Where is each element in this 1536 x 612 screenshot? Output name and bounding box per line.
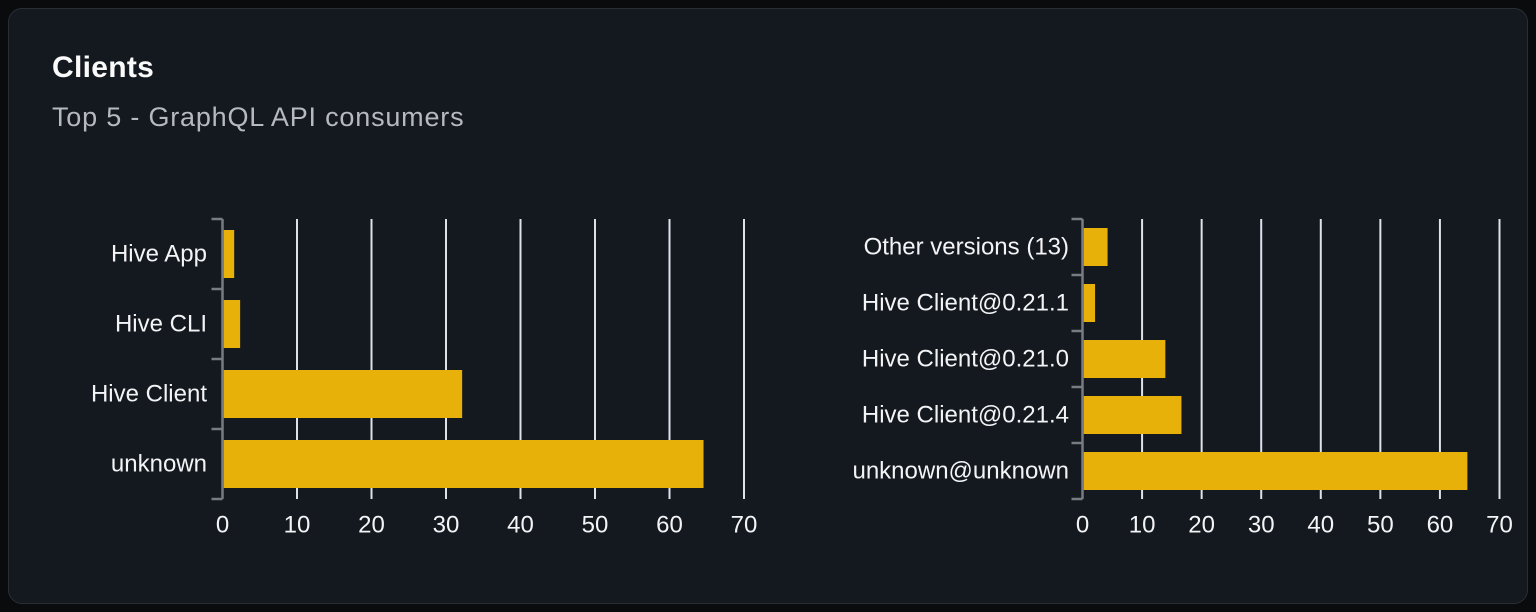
bar-hive-client[interactable]	[223, 370, 463, 418]
x-tick-label-60: 60	[1427, 512, 1454, 539]
card-subtitle: Top 5 - GraphQL API consumers	[52, 102, 465, 132]
x-tick-label-30: 30	[1248, 512, 1275, 539]
category-label-hive-cli: Hive CLI	[115, 311, 207, 338]
category-label-other-versions-13: Other versions (13)	[864, 234, 1069, 261]
x-tick-label-10: 10	[284, 512, 311, 539]
x-tick-label-40: 40	[1307, 512, 1334, 539]
bar-unknown[interactable]	[223, 440, 704, 488]
category-label-unknown-unknown: unknown@unknown	[852, 458, 1069, 485]
clients-by-version-bar-chart: Other versions (13) Hive Client@0.21.1 Hiv…	[852, 217, 1513, 539]
bar-hive-cli[interactable]	[223, 300, 241, 348]
x-tick-label-50: 50	[582, 512, 609, 539]
x-tick-label-0: 0	[1076, 512, 1089, 539]
bar-hive-client-0-21-4[interactable]	[1083, 396, 1182, 434]
x-tick-label-20: 20	[1188, 512, 1215, 539]
bar-hive-client-0-21-0[interactable]	[1083, 340, 1166, 378]
category-label-hive-client: Hive Client	[91, 381, 207, 408]
x-tick-label-40: 40	[507, 512, 534, 539]
bar-unknown-unknown[interactable]	[1083, 452, 1468, 490]
bar-hive-client-0-21-1[interactable]	[1083, 284, 1096, 322]
x-tick-label-60: 60	[656, 512, 683, 539]
category-label-hive-app: Hive App	[111, 241, 207, 268]
category-label-unknown: unknown	[111, 451, 207, 478]
card-title: Clients	[52, 51, 155, 84]
x-tick-label-20: 20	[358, 512, 385, 539]
x-tick-label-0: 0	[216, 512, 229, 539]
x-tick-label-70: 70	[1486, 512, 1513, 539]
x-tick-label-10: 10	[1129, 512, 1156, 539]
bar-hive-app[interactable]	[223, 230, 235, 278]
x-tick-label-50: 50	[1367, 512, 1394, 539]
clients-by-name-bar-chart: Hive App Hive CLI Hive Client unknown 0 10 20 3…	[91, 217, 758, 539]
category-label-hive-client-0-21-0: Hive Client@0.21.0	[862, 346, 1069, 373]
clients-card: Clients Top 5 - GraphQL API consumers Hi…	[8, 8, 1528, 604]
category-label-hive-client-0-21-1: Hive Client@0.21.1	[862, 290, 1069, 317]
x-tick-label-70: 70	[731, 512, 758, 539]
category-label-hive-client-0-21-4: Hive Client@0.21.4	[862, 402, 1069, 429]
card-header: Clients Top 5 - GraphQL API consumers	[52, 53, 464, 131]
bar-other-versions-13[interactable]	[1083, 228, 1108, 266]
x-tick-label-30: 30	[433, 512, 460, 539]
